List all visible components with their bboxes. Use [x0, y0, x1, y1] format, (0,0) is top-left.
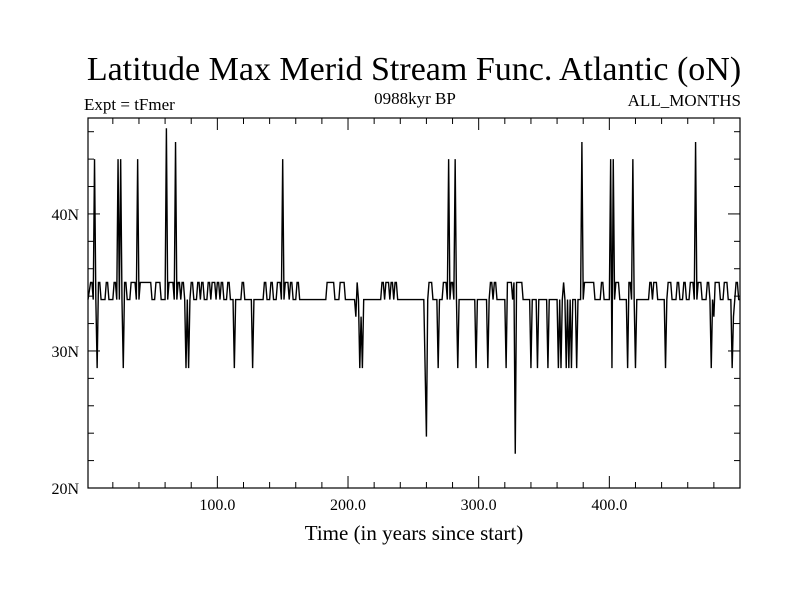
x-tick-label: 300.0 [461, 497, 497, 514]
chart-title: Latitude Max Merid Stream Func. Atlantic… [87, 51, 741, 88]
y-tick-label: 20N [51, 481, 79, 498]
period-label: 0988kyr BP [374, 89, 456, 108]
x-axis-label: Time (in years since start) [305, 521, 524, 545]
data-series-line [87, 128, 740, 454]
y-tick-label: 40N [51, 207, 79, 224]
x-tick-label: 100.0 [199, 497, 235, 514]
tick-labels: 100.0 200.0 300.0 400.0 20N 30N 40N [51, 207, 627, 514]
plot-frame [87, 117, 741, 489]
y-tick-label: 30N [51, 344, 79, 361]
experiment-label: Expt = tFmer [84, 95, 175, 114]
x-tick-label: 400.0 [591, 497, 627, 514]
axis-ticks [88, 118, 740, 488]
season-label: ALL_MONTHS [628, 91, 741, 110]
x-tick-label: 200.0 [330, 497, 366, 514]
